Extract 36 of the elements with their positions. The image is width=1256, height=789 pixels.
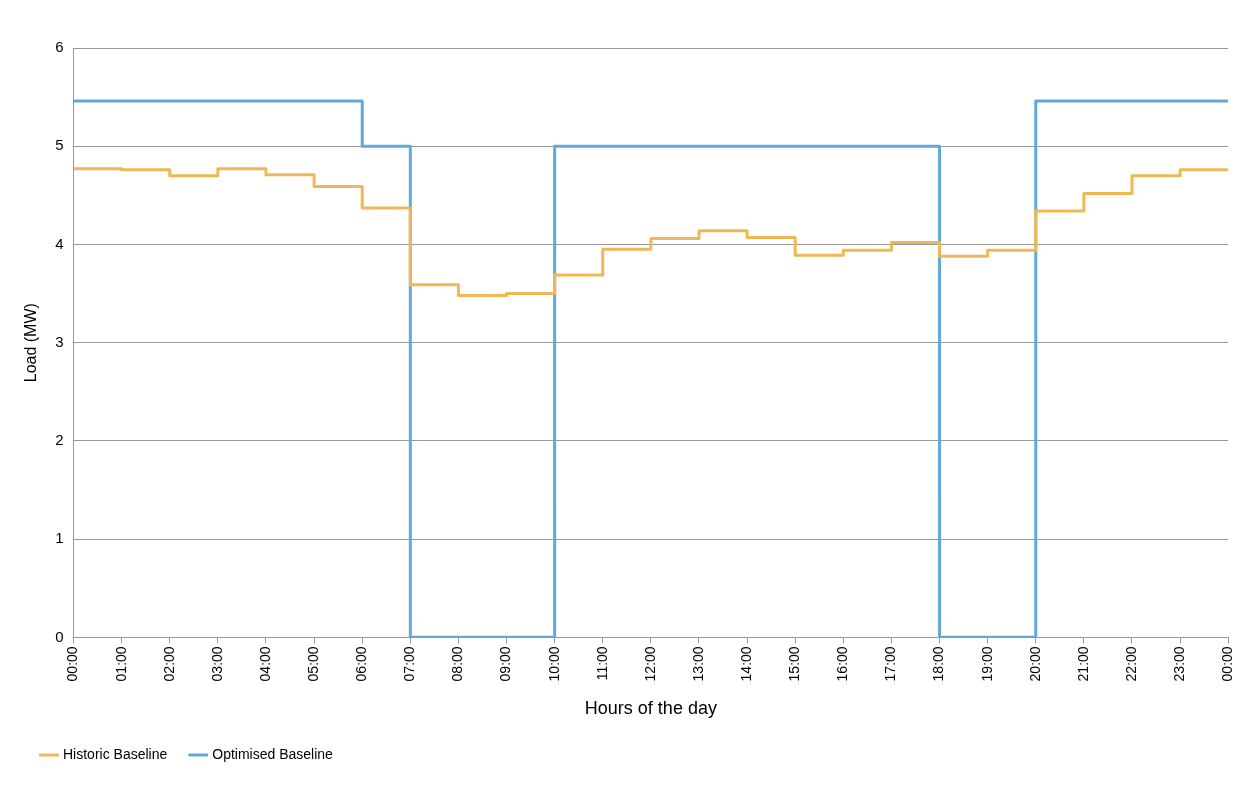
x-tick-label: 06:00 bbox=[353, 646, 370, 682]
x-tick-label: 23:00 bbox=[1170, 646, 1187, 682]
x-tick-label: 09:00 bbox=[497, 646, 514, 682]
y-tick-label: 1 bbox=[55, 529, 64, 547]
x-tick-label: 07:00 bbox=[401, 646, 418, 682]
legend-label: Historic Baseline bbox=[63, 745, 168, 762]
x-tick-label: 18:00 bbox=[930, 646, 947, 682]
x-tick-label: 20:00 bbox=[1026, 646, 1043, 682]
x-tick-label: 04:00 bbox=[256, 646, 273, 682]
x-tick-label: 08:00 bbox=[449, 646, 466, 682]
x-tick-label: 05:00 bbox=[304, 646, 321, 682]
x-tick-label: 00:00 bbox=[64, 646, 81, 682]
x-tick-label: 01:00 bbox=[112, 646, 129, 682]
x-tick-label: 00:00 bbox=[1219, 646, 1236, 682]
y-tick-label: 2 bbox=[55, 431, 64, 449]
y-tick-label: 5 bbox=[55, 136, 64, 154]
y-tick-label: 6 bbox=[55, 38, 64, 56]
y-tick-label: 3 bbox=[55, 332, 64, 350]
x-tick-label: 14:00 bbox=[737, 646, 754, 682]
x-tick-label: 21:00 bbox=[1074, 646, 1091, 682]
x-tick-label: 13:00 bbox=[689, 646, 706, 682]
x-tick-label: 16:00 bbox=[834, 646, 851, 682]
x-tick-label: 11:00 bbox=[593, 646, 610, 681]
x-tick-label: 17:00 bbox=[882, 646, 899, 682]
x-tick-label: 12:00 bbox=[641, 646, 658, 682]
y-tick-label: 4 bbox=[55, 234, 64, 252]
x-tick-label: 15:00 bbox=[786, 646, 803, 682]
legend-label: Optimised Baseline bbox=[212, 745, 334, 762]
x-tick-label: 19:00 bbox=[978, 646, 995, 682]
x-tick-label: 10:00 bbox=[545, 646, 562, 682]
x-tick-label: 03:00 bbox=[208, 646, 225, 682]
y-axis-title: Load (MW) bbox=[22, 303, 40, 383]
y-tick-label: 0 bbox=[55, 627, 64, 645]
x-tick-label: 22:00 bbox=[1122, 646, 1139, 682]
x-axis-title: Hours of the day bbox=[584, 698, 717, 719]
x-tick-label: 02:00 bbox=[160, 646, 177, 682]
